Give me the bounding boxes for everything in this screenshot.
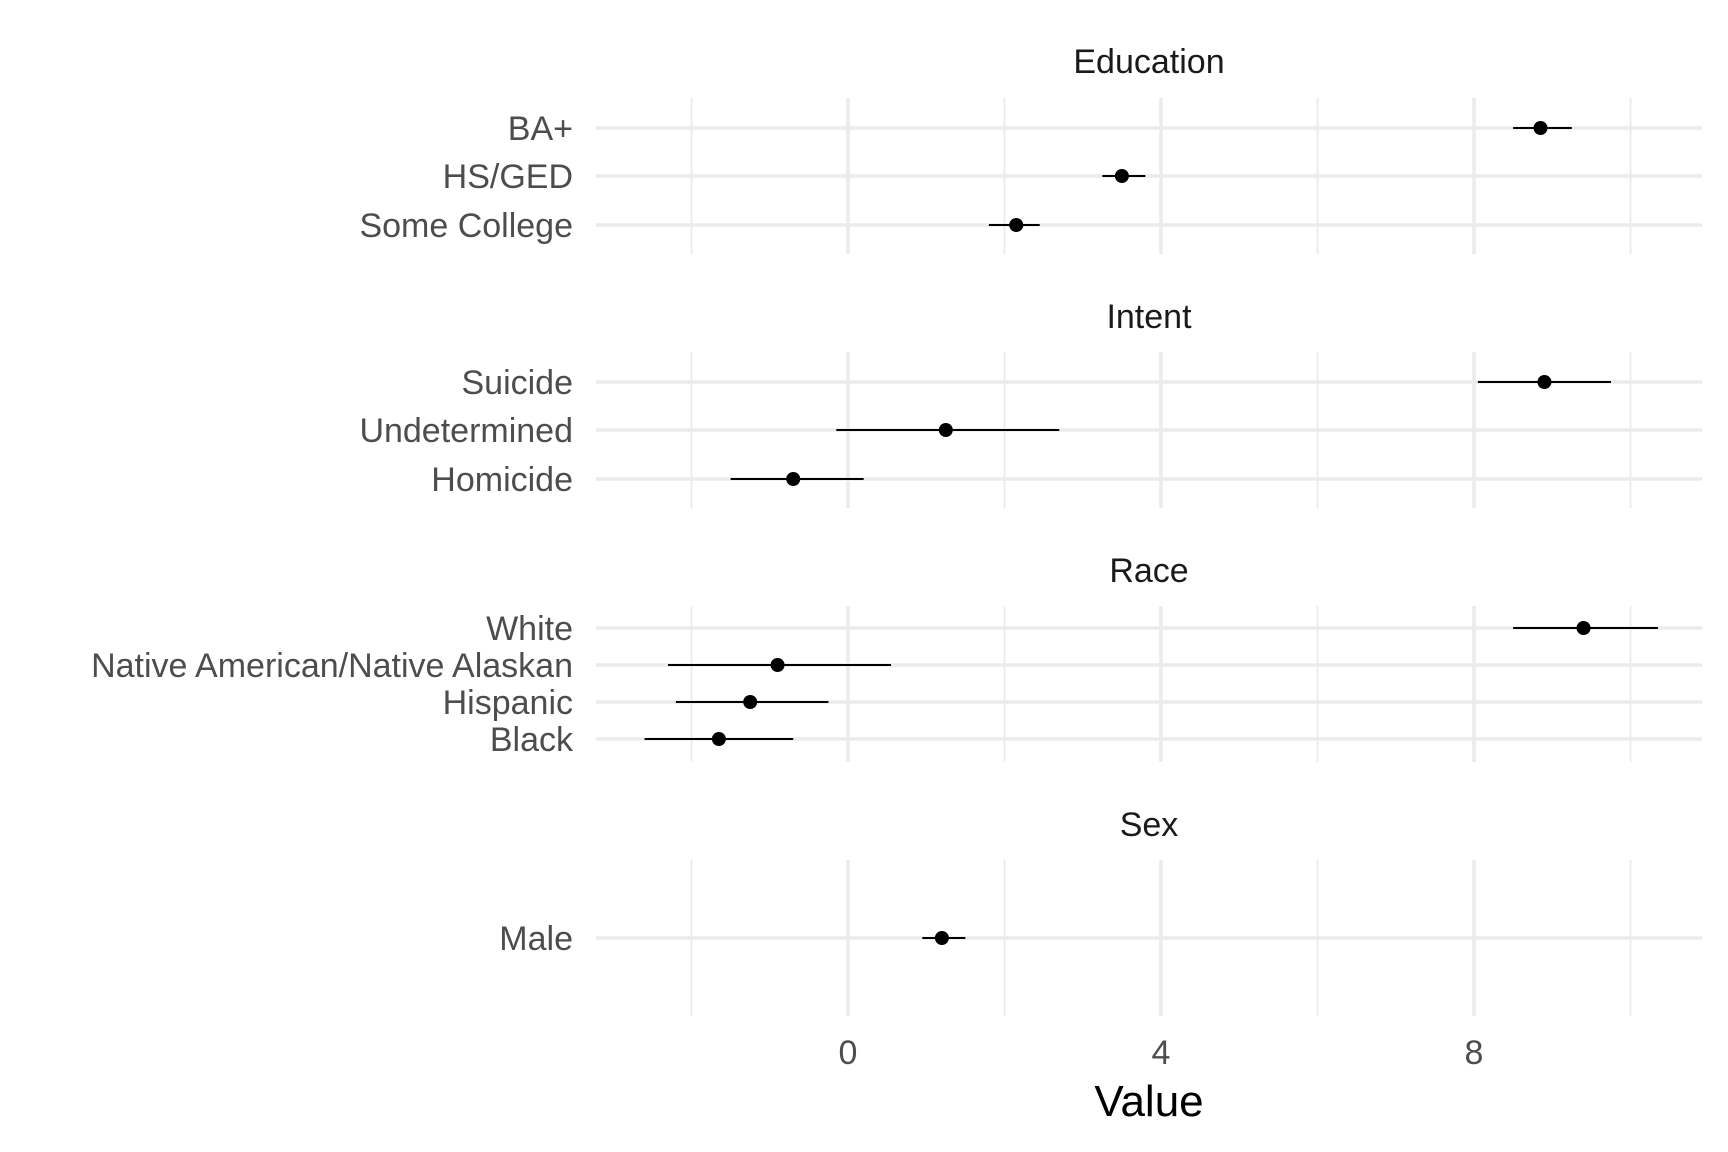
- category-label: Undetermined: [359, 412, 573, 450]
- facet-title: Intent: [1106, 298, 1192, 336]
- x-axis-title: Value: [1094, 1077, 1203, 1126]
- x-tick-label: 4: [1152, 1034, 1171, 1072]
- category-label: White: [486, 610, 573, 648]
- category-label: Suicide: [461, 364, 573, 402]
- facet-title: Race: [1109, 552, 1188, 590]
- facet-title: Sex: [1120, 806, 1179, 844]
- point-estimate: [1576, 621, 1591, 635]
- category-label: HS/GED: [443, 158, 573, 196]
- point-estimate: [1533, 121, 1548, 135]
- category-label: Native American/Native Alaskan: [91, 647, 573, 685]
- x-tick-label: 0: [839, 1034, 858, 1072]
- x-tick-label: 8: [1465, 1034, 1484, 1072]
- point-estimate: [938, 423, 953, 437]
- point-estimate: [1009, 218, 1024, 232]
- facet-education: Education BA+ HS/GED Some College: [359, 43, 1702, 254]
- category-label: Black: [490, 721, 574, 759]
- point-estimate: [711, 732, 726, 746]
- x-axis: 0 4 8: [839, 1034, 1484, 1072]
- facet-title: Education: [1073, 43, 1224, 81]
- category-label: Male: [499, 920, 573, 958]
- category-label: BA+: [508, 110, 573, 148]
- point-estimate: [1114, 169, 1129, 183]
- point-estimate: [770, 658, 785, 672]
- point-estimate: [743, 695, 758, 709]
- category-label: Homicide: [431, 461, 573, 499]
- point-estimate: [786, 472, 801, 486]
- facet-sex: Sex Male: [499, 806, 1702, 1016]
- point-estimate: [1537, 375, 1552, 389]
- category-label: Some College: [359, 207, 573, 245]
- facet-panels: Education BA+ HS/GED Some College Intent Suic…: [91, 43, 1702, 1016]
- category-label: Hispanic: [443, 684, 573, 722]
- point-estimate: [934, 931, 949, 945]
- facet-intent: Intent Suicide Undetermined Homicide: [359, 298, 1702, 508]
